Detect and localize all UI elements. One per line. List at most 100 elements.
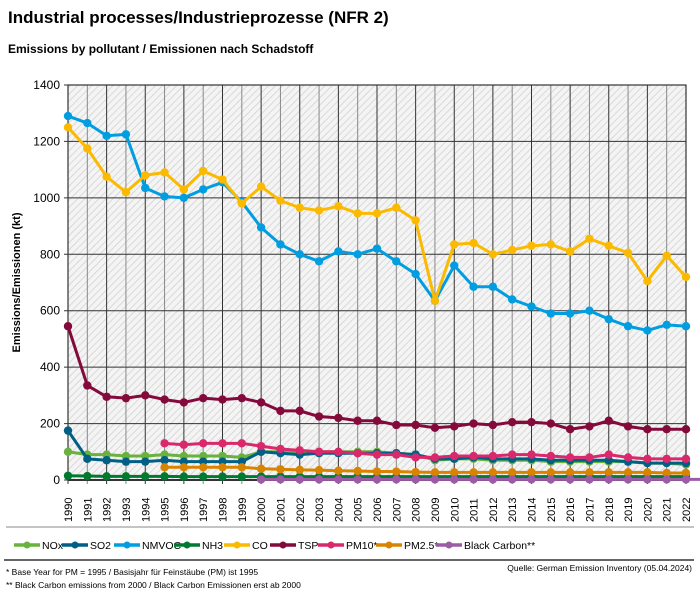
data-point	[488, 250, 498, 259]
data-point	[276, 465, 285, 474]
data-point	[681, 272, 691, 282]
data-point	[507, 475, 517, 484]
data-point	[430, 296, 440, 306]
data-point	[372, 209, 382, 218]
data-point	[392, 475, 401, 484]
data-point	[121, 472, 131, 481]
data-point	[507, 245, 517, 255]
series-line	[164, 465, 686, 475]
data-point	[295, 446, 304, 455]
data-point	[83, 144, 92, 153]
data-point	[507, 468, 517, 477]
x-tick-label: 2016	[565, 498, 577, 522]
data-point	[256, 441, 266, 451]
data-point	[198, 472, 208, 481]
data-point	[198, 393, 208, 403]
data-point	[411, 467, 420, 477]
data-point	[662, 251, 671, 260]
data-point	[681, 454, 691, 464]
data-point	[546, 419, 556, 428]
legend-item: NMVOC	[114, 540, 182, 552]
data-point	[295, 406, 304, 416]
data-point	[276, 444, 285, 454]
data-point	[198, 439, 208, 448]
data-point	[392, 420, 401, 430]
chart-title: Industrial processes/Industrieprozesse (…	[8, 8, 389, 27]
data-point	[604, 450, 613, 459]
data-point	[527, 417, 536, 427]
data-point	[141, 183, 150, 193]
data-point	[160, 472, 169, 481]
data-point	[527, 450, 536, 459]
data-point	[295, 475, 304, 484]
data-point	[237, 439, 247, 448]
data-point	[604, 475, 613, 484]
data-point	[314, 412, 324, 421]
y-tick-label: 1200	[33, 134, 60, 148]
data-point	[392, 450, 401, 459]
legend-marker	[445, 541, 453, 549]
data-point	[63, 471, 73, 480]
data-point	[488, 282, 498, 291]
x-tick-label: 2015	[546, 498, 558, 522]
legend-item: NOx	[14, 540, 64, 552]
data-point	[121, 457, 131, 466]
data-point	[604, 416, 613, 425]
x-tick-label: 1991	[82, 498, 94, 522]
x-tick-label: 2022	[681, 498, 693, 522]
x-tick-label: 1998	[218, 498, 230, 522]
data-point	[430, 423, 440, 433]
data-point	[392, 467, 401, 476]
series-co	[63, 123, 691, 306]
x-tick-label: 2003	[314, 498, 326, 522]
data-point	[372, 475, 382, 484]
data-point	[160, 168, 169, 177]
data-point	[372, 416, 382, 425]
footnote-black-carbon: ** Black Carbon emissions from 2000 / Bl…	[6, 580, 301, 590]
data-point	[121, 130, 131, 139]
x-tick-label: 2008	[411, 498, 423, 522]
x-tick-label: 1997	[198, 498, 210, 522]
data-point	[256, 182, 266, 191]
x-tick-label: 1995	[160, 498, 172, 522]
x-tick-label: 1999	[237, 498, 249, 522]
data-point	[527, 302, 536, 311]
legend-marker	[71, 541, 79, 549]
data-point	[643, 454, 652, 464]
data-point	[565, 475, 575, 484]
data-point	[527, 468, 536, 477]
data-point	[507, 417, 517, 427]
data-point	[411, 453, 420, 462]
legend-marker	[183, 541, 191, 549]
data-point	[102, 456, 111, 465]
data-point	[160, 192, 169, 201]
data-point	[469, 475, 478, 484]
legend-label: NOx	[42, 540, 64, 552]
data-point	[623, 475, 633, 484]
data-point	[585, 234, 594, 243]
data-point	[488, 420, 498, 430]
data-point	[392, 257, 401, 266]
data-point	[546, 475, 556, 484]
data-point	[623, 322, 633, 331]
x-tick-label: 2010	[449, 498, 461, 522]
x-tick-label: 1994	[140, 498, 152, 522]
data-point	[469, 451, 478, 461]
x-tick-label: 2001	[275, 498, 287, 522]
data-point	[256, 398, 266, 407]
data-point	[276, 196, 285, 205]
data-point	[507, 450, 517, 459]
data-point	[121, 188, 131, 197]
data-point	[430, 475, 440, 484]
legend-item: SO2	[62, 540, 111, 552]
data-point	[83, 381, 92, 390]
x-tick-label: 1990	[63, 498, 75, 522]
footnote-base-year: * Base Year for PM = 1995 / Basisjahr fü…	[6, 567, 259, 577]
y-tick-label: 400	[40, 360, 60, 374]
data-point	[218, 395, 227, 404]
legend-item: PM10*	[318, 540, 378, 552]
data-point	[546, 309, 556, 318]
x-tick-label: 2006	[372, 498, 384, 522]
data-point	[334, 247, 343, 256]
x-tick-label: 2002	[295, 498, 307, 522]
